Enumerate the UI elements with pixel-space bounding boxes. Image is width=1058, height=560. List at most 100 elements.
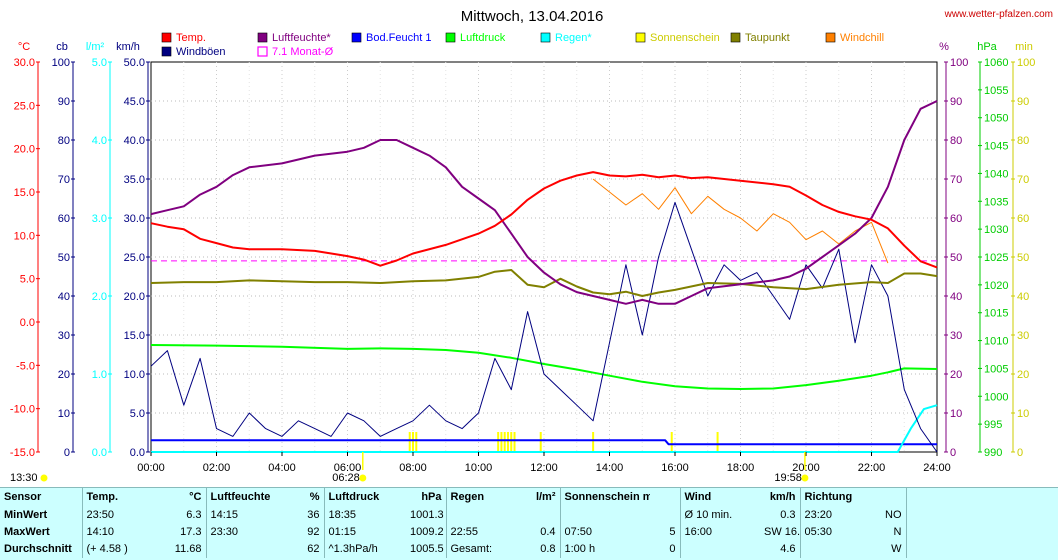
stats-cell: 62 [307, 543, 320, 555]
axis-tick-left: 80 [58, 135, 70, 147]
axis-tick-left: 15.0 [124, 330, 145, 342]
x-tick-label: 08:00 [399, 462, 427, 474]
axis-tick-left: 50.0 [124, 57, 145, 69]
axis-tick-left: 3.0 [92, 213, 107, 225]
axis-unit-left: cb [56, 41, 68, 53]
stats-header-cell: Regen [445, 488, 526, 507]
axis-tick-left: 70 [58, 174, 70, 186]
x-tick-label: 00:00 [137, 462, 165, 474]
series-line-luftfeuchte [150, 100, 938, 305]
stats-cell [679, 541, 760, 558]
legend-label: Luftfeuchte* [272, 32, 331, 44]
stats-cell: 14:15 [205, 507, 288, 524]
stats-cell: 0.4 [540, 526, 556, 538]
series-line-taupunkt [150, 269, 938, 297]
stats-header-cell: Temp. [81, 488, 162, 507]
axis-tick-right: 20 [950, 369, 962, 381]
stats-cell: 11.68 [174, 543, 202, 555]
axis-tick-right: 60 [950, 213, 962, 225]
stats-cell [650, 507, 680, 524]
axis-tick-left: 0.0 [92, 447, 107, 459]
axis-tick-right: 0 [1017, 447, 1023, 459]
axis-tick-right: 990 [984, 447, 1002, 459]
axis-tick-left: 60 [58, 213, 70, 225]
stats-cell: 0.8 [540, 543, 556, 555]
axis-tick-left: -5.0 [16, 360, 35, 372]
legend-label: Bod.Feucht 1 [366, 32, 431, 44]
stats-cell: 6.3 [186, 509, 202, 521]
axis-tick-left: 20.0 [124, 291, 145, 303]
axis-tick-left: 2.0 [92, 291, 107, 303]
axis-tick-right: 20 [1017, 369, 1029, 381]
legend: Temp. Windböen Luftfeuchte* 7.1 Monat-Ø Bod.… [161, 32, 884, 58]
stats-cell: 92 [307, 526, 320, 538]
legend-swatch [257, 32, 268, 43]
axis-tick-left: 5.0 [130, 408, 145, 420]
series-line-luftdruck [150, 344, 938, 390]
stats-header-cell: l/m² [535, 491, 556, 503]
legend-swatch [445, 32, 456, 43]
stats-cell: 1005.5 [410, 543, 444, 555]
stats-cell-empty [905, 524, 1058, 541]
x-tick-label: 02:00 [203, 462, 231, 474]
axes: °C 30.0 25.0 20.0 15.0 10.0 5.0 0.0 -5.0 -10.0 -15… [10, 41, 1035, 459]
stats-cell: MinWert [4, 509, 48, 521]
axis-tick-left: 10.0 [14, 230, 35, 242]
stats-cell: 18:35 [323, 507, 406, 524]
legend-label: Luftdruck [460, 32, 506, 44]
legend-label: Windchill [840, 32, 884, 44]
legend-swatch [730, 32, 741, 43]
stats-cell: 23:50 [81, 507, 162, 524]
stats-header-cell: Luftfeuchte [205, 488, 288, 507]
legend-label: Temp. [176, 32, 206, 44]
axis-unit-left: l/m² [86, 41, 105, 53]
axis-tick-right: 90 [1017, 96, 1029, 108]
axis-tick-right: 50 [1017, 252, 1029, 264]
sunrise-time: 06:28 [332, 472, 360, 484]
legend-swatch [351, 32, 362, 43]
stats-cell-empty [905, 541, 1058, 558]
x-tick-label: 10:00 [465, 462, 493, 474]
axis-tick-left: 20 [58, 369, 70, 381]
legend-label: Regen* [555, 32, 592, 44]
stats-header-cell: °C [189, 491, 202, 503]
axis-unit-left: °C [18, 41, 30, 53]
sun-duration: 13:30 [10, 472, 38, 484]
legend-swatch [161, 32, 172, 43]
stats-cell [445, 507, 526, 524]
axis-tick-right: 40 [1017, 291, 1029, 303]
stats-cell: 14:10 [81, 524, 162, 541]
axis-tick-left: 25.0 [14, 100, 35, 112]
axis-tick-right: 30 [1017, 330, 1029, 342]
stats-cell: 5 [669, 526, 676, 538]
axis-tick-right: 1010 [984, 336, 1008, 348]
stats-cell: Gesamt: [445, 541, 526, 558]
series-line-windchill [592, 178, 889, 264]
stats-cell: 0 [669, 543, 676, 555]
stats-header-cell: Sensor [4, 491, 42, 503]
axis-tick-right: 80 [950, 135, 962, 147]
legend-swatch [257, 46, 268, 57]
stats-cell: 23:20 [799, 507, 866, 524]
axis-tick-right: 1005 [984, 363, 1008, 375]
axis-tick-right: 40 [950, 291, 962, 303]
axis-unit-right: hPa [977, 41, 997, 53]
stats-cell: 1009.2 [410, 526, 444, 538]
axis-tick-left: -10.0 [10, 404, 35, 416]
axis-tick-right: 1035 [984, 196, 1008, 208]
sunset-dot [801, 474, 809, 482]
axis-tick-right: 90 [950, 96, 962, 108]
stats-cell [205, 541, 288, 558]
axis-tick-left: -15.0 [10, 447, 35, 459]
axis-tick-right: 0 [950, 447, 956, 459]
x-tick-label: 04:00 [268, 462, 296, 474]
site-url[interactable]: www.wetter-pfalzen.com [944, 9, 1053, 20]
axis-tick-right: 1060 [984, 57, 1008, 69]
axis-tick-left: 90 [58, 96, 70, 108]
x-tick-label: 06:00 [334, 462, 362, 474]
stats-header-cell [650, 488, 680, 507]
axis-tick-left: 4.0 [92, 135, 107, 147]
series-line-temp [150, 171, 938, 269]
axis-tick-left: 10.0 [124, 369, 145, 381]
axis-tick-right: 60 [1017, 213, 1029, 225]
